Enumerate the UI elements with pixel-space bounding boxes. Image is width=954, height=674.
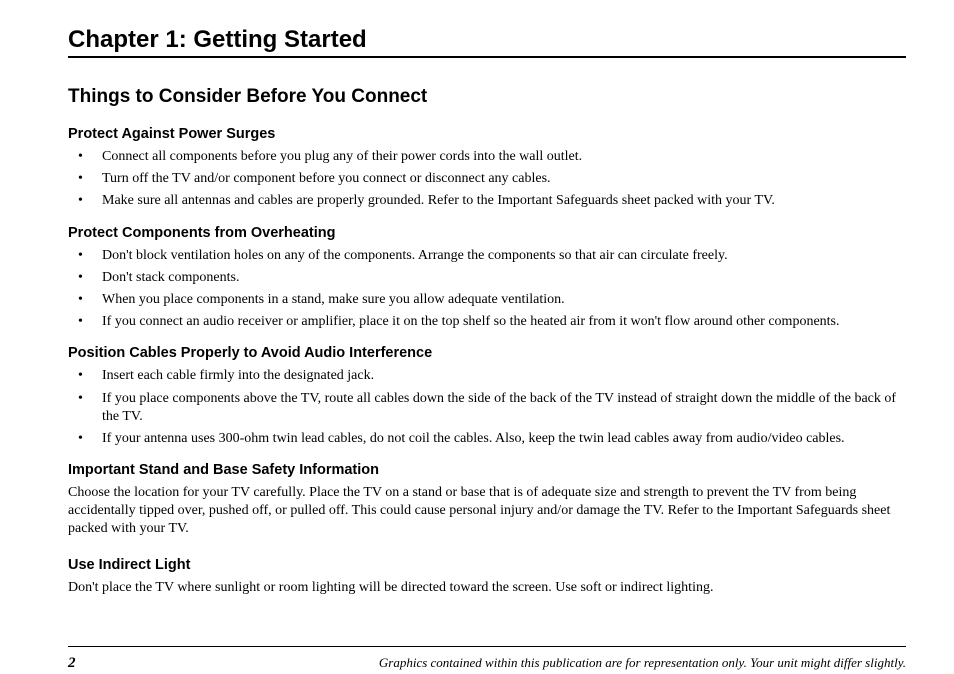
sub4-body: Choose the location for your TV carefull… — [68, 484, 906, 539]
list-item: Connect all components before you plug a… — [68, 148, 906, 166]
sub2-list: Don't block ventilation holes on any of … — [68, 247, 906, 332]
sub4-heading: Important Stand and Base Safety Informat… — [68, 462, 906, 478]
list-item: If your antenna uses 300-ohm twin lead c… — [68, 430, 906, 448]
sub3-heading: Position Cables Properly to Avoid Audio … — [68, 345, 906, 361]
sub5-heading: Use Indirect Light — [68, 557, 906, 573]
footer-row: 2 Graphics contained within this publica… — [68, 655, 906, 672]
section-title: Things to Consider Before You Connect — [68, 86, 906, 108]
sub3-list: Insert each cable firmly into the design… — [68, 367, 906, 448]
list-item: Turn off the TV and/or component before … — [68, 170, 906, 188]
page-footer: 2 Graphics contained within this publica… — [68, 646, 906, 672]
page-number: 2 — [68, 655, 76, 672]
list-item: If you connect an audio receiver or ampl… — [68, 313, 906, 331]
list-item: Insert each cable firmly into the design… — [68, 367, 906, 385]
list-item: Make sure all antennas and cables are pr… — [68, 192, 906, 210]
list-item: Don't stack components. — [68, 269, 906, 287]
sub2-heading: Protect Components from Overheating — [68, 225, 906, 241]
sub1-list: Connect all components before you plug a… — [68, 148, 906, 211]
list-item: If you place components above the TV, ro… — [68, 390, 906, 426]
footer-note: Graphics contained within this publicati… — [379, 655, 906, 671]
footer-rule — [68, 646, 906, 647]
sub5-body: Don't place the TV where sunlight or roo… — [68, 579, 906, 597]
chapter-rule — [68, 56, 906, 58]
chapter-title: Chapter 1: Getting Started — [68, 26, 906, 54]
sub1-heading: Protect Against Power Surges — [68, 126, 906, 142]
document-page: Chapter 1: Getting Started Things to Con… — [0, 0, 954, 674]
list-item: When you place components in a stand, ma… — [68, 291, 906, 309]
list-item: Don't block ventilation holes on any of … — [68, 247, 906, 265]
